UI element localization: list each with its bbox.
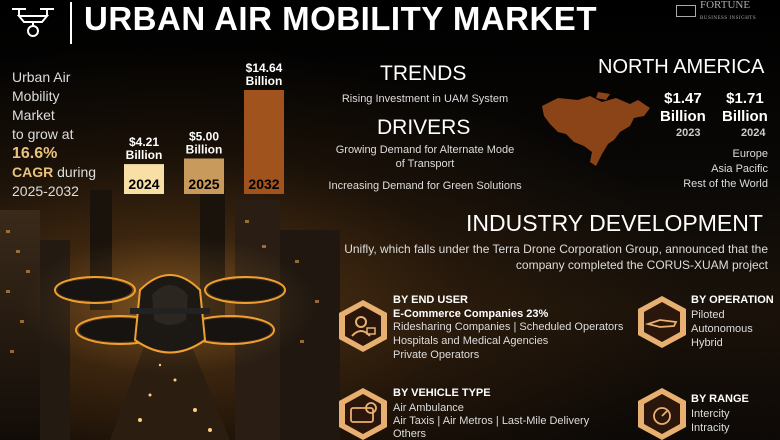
cagr-label: CAGR [12, 164, 54, 180]
na-value-2024: $1.71 Billion [722, 90, 768, 126]
cagr-value: 16.6% [12, 145, 58, 162]
end-user-row-2: Ridesharing Companies | Scheduled Operat… [393, 321, 624, 333]
growth-line-1: Urban Air [12, 69, 71, 85]
industry-text-line-1: Unifly, which falls under the Terra Dron… [344, 242, 768, 256]
growth-summary: Urban Air Mobility Market to grow at 16.… [12, 68, 122, 201]
north-america-title: NORTH AMERICA [598, 56, 765, 78]
range-icon [638, 388, 686, 440]
na-value-2023-unit: Billion [660, 108, 706, 125]
driver-item-1-line-1: Growing Demand for Alternate Mode [335, 144, 515, 156]
na-value-2024-amount: $1.71 [726, 90, 764, 107]
trends-title: TRENDS [380, 62, 467, 85]
bar-year-label-2032: 2032 [248, 176, 279, 192]
bar-value-label-2024-1: Billion [126, 148, 163, 162]
industry-development-text: Unifly, which falls under the Terra Dron… [338, 241, 768, 273]
page-title: URBAN AIR MOBILITY MARKET [84, 0, 597, 37]
city-aircraft-illustration [0, 190, 340, 440]
driver-item-1: Growing Demand for Alternate Mode of Tra… [320, 143, 530, 171]
vehicle-type-row-3: Others [393, 428, 427, 440]
operation-icon [638, 296, 686, 348]
operation-title: BY OPERATION [691, 294, 774, 306]
bar-year-label-2025: 2025 [188, 176, 219, 192]
brand-mark-icon [676, 5, 696, 17]
bar-year-label-2024: 2024 [128, 176, 159, 192]
brand-logo: FORTUNE BUSINESS INSIGHTS [676, 0, 756, 22]
bar-2025 [184, 158, 224, 194]
drivers-title: DRIVERS [377, 116, 471, 139]
end-user-row-3: Hospitals and Medical Agencies [393, 335, 549, 347]
brand-subtitle: BUSINESS INSIGHTS [700, 16, 757, 21]
end-user-row-4: Private Operators [393, 349, 480, 361]
driver-item-2: Increasing Demand for Green Solutions [328, 180, 522, 192]
region-rest-of-world: Rest of the World [683, 178, 768, 190]
operation-item-hybrid: Hybrid [691, 337, 723, 349]
end-user-highlight: E-Commerce Companies 23% [393, 308, 549, 320]
bar-2032 [244, 90, 284, 194]
vehicle-type-row-1: Air Ambulance [393, 402, 464, 414]
market-size-bar-chart: 2024$4.21Billion2025$5.00Billion2032$14.… [124, 61, 284, 194]
end-user-title: BY END USER [393, 294, 468, 306]
vehicle-type-row-2: Air Taxis | Air Metros | Last-Mile Deliv… [393, 415, 590, 427]
bar-value-label-2025-1: Billion [186, 142, 223, 156]
region-asia-pacific: Asia Pacific [711, 163, 768, 175]
operation-item-piloted: Piloted [691, 309, 725, 321]
header-divider [70, 2, 72, 44]
brand-name: FORTUNE [700, 0, 751, 11]
bar-value-label-2032-1: Billion [246, 74, 283, 88]
vehicle-type-title: BY VEHICLE TYPE [393, 387, 491, 399]
growth-line-3: Market [12, 107, 55, 123]
range-item-intercity: Intercity [691, 408, 730, 420]
vehicle-type-icon [339, 388, 387, 440]
driver-item-1-line-2: of Transport [395, 158, 455, 170]
growth-line-4: to grow at [12, 126, 74, 142]
operation-item-autonomous: Autonomous [691, 323, 753, 335]
bar-value-label-2032-0: $14.64 [246, 61, 283, 75]
industry-development-title: INDUSTRY DEVELOPMENT [466, 210, 763, 236]
range-title: BY RANGE [691, 393, 749, 405]
growth-line-2: Mobility [12, 88, 60, 104]
end-user-icon [339, 300, 387, 352]
forecast-period: 2025-2032 [12, 183, 79, 199]
bar-2024 [124, 164, 164, 194]
north-america-map [542, 92, 650, 166]
growth-during: during [57, 164, 97, 180]
drone-icon [12, 8, 54, 37]
bar-value-label-2024-0: $4.21 [129, 135, 159, 149]
na-value-2023: $1.47 Billion [660, 90, 706, 126]
na-year-2023: 2023 [676, 127, 701, 139]
trend-item: Rising Investment in UAM System [341, 93, 509, 105]
industry-text-line-2: company completed the CORUS-XUAM project [515, 258, 768, 272]
range-item-intracity: Intracity [691, 422, 730, 434]
na-year-2024: 2024 [741, 127, 766, 139]
region-europe: Europe [732, 148, 768, 160]
na-value-2023-amount: $1.47 [664, 90, 702, 107]
bar-value-label-2025-0: $5.00 [189, 129, 219, 143]
na-value-2024-unit: Billion [722, 108, 768, 125]
